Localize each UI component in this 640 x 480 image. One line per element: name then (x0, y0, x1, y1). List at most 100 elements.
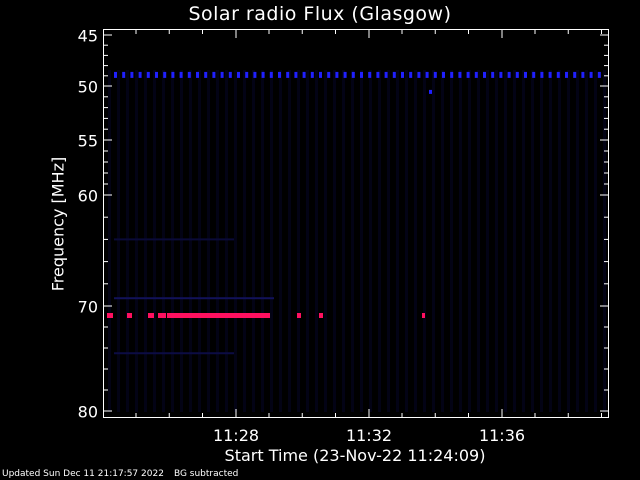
dotted-band-point (327, 71, 331, 78)
dotted-band-point (155, 71, 158, 78)
x-tick-label-1128: 11:28 (212, 426, 260, 445)
background-stripe (180, 70, 183, 412)
background-stripe (504, 70, 507, 412)
dotted-band-point (179, 71, 183, 78)
background-stripe (522, 70, 525, 412)
background-stripe (387, 70, 390, 412)
dotted-band-point (392, 71, 396, 78)
dotted-band-point (466, 71, 470, 78)
dotted-band-point (138, 71, 142, 78)
dotted-band-point (368, 71, 372, 78)
dotted-band-point (310, 71, 314, 78)
background-stripe (225, 70, 228, 412)
background-stripe (162, 70, 165, 412)
y-tick-label-80: 80 (77, 402, 98, 422)
background-stripe (351, 70, 354, 412)
background-stripe (198, 70, 201, 412)
x-tick-label-1136: 11:36 (478, 426, 526, 445)
background-stripe (441, 70, 444, 412)
background-stripe (297, 70, 300, 412)
dotted-band-point (163, 71, 167, 78)
dotted-band-point (507, 71, 511, 78)
dotted-band-point (171, 71, 175, 78)
updated-timestamp: Updated Sun Dec 11 21:17:57 2022 (2, 469, 164, 479)
bright-band-segment (319, 313, 323, 318)
background-stripe (432, 70, 435, 412)
dotted-band-point (196, 71, 199, 78)
background-stripe (531, 70, 534, 412)
background-stripe (378, 70, 381, 412)
background-stripe (414, 70, 417, 412)
background-stripe (270, 70, 273, 412)
x-tick-label-1132: 11:32 (345, 426, 393, 445)
y-tick-label-60: 60 (77, 186, 98, 206)
y-tick-label-70: 70 (77, 297, 98, 317)
faint-band (114, 238, 234, 241)
background-stripe (459, 70, 462, 412)
dotted-band-point (376, 71, 380, 78)
background-stripe (576, 70, 579, 412)
background-stripe (261, 70, 264, 412)
dotted-band-point (360, 71, 363, 78)
faint-band (114, 352, 234, 355)
x-axis-label: Start Time (23-Nov-22 11:24:09) (224, 446, 486, 465)
background-stripe (360, 70, 363, 412)
dotted-band-point (540, 71, 544, 78)
bg-subtracted-note: BG subtracted (173, 469, 239, 479)
dotted-band-point (474, 71, 478, 78)
dotted-band-point (401, 71, 404, 78)
dotted-band-point (269, 71, 273, 78)
background-stripe (549, 70, 552, 412)
dotted-band-point (351, 71, 355, 78)
background-stripe (108, 70, 111, 412)
background-stripe (279, 70, 282, 412)
dotted-band-point (524, 71, 527, 78)
dotted-band-point (556, 71, 560, 78)
background-stripe (189, 70, 192, 412)
dotted-band-point (278, 71, 281, 78)
dotted-band-point (442, 71, 445, 78)
background-stripe (486, 70, 489, 412)
y-tick-label-45: 45 (77, 26, 98, 46)
background-stripe (135, 70, 138, 412)
background-stripe (558, 70, 561, 412)
background-stripe (171, 70, 174, 412)
dotted-band-point (499, 71, 503, 78)
background-stripe (117, 70, 120, 412)
bright-band-segment (148, 313, 154, 318)
dotted-band-point (220, 71, 224, 78)
dotted-band-point (548, 71, 552, 78)
background-stripe (153, 70, 156, 412)
isolated-blue-point (429, 89, 432, 94)
dotted-band-point (187, 71, 191, 78)
background-stripe (324, 70, 327, 412)
dotted-band-point (532, 71, 536, 78)
bright-band-segment (107, 313, 113, 318)
dotted-band-point (433, 71, 437, 78)
background-stripe (423, 70, 426, 412)
background-stripe (126, 70, 129, 412)
dotted-band-point (294, 71, 298, 78)
dotted-band-point (261, 71, 265, 78)
background-stripe (450, 70, 453, 412)
chart-title: Solar radio Flux (Glasgow) (188, 3, 452, 25)
background-stripe (585, 70, 588, 412)
dotted-band-point (228, 71, 232, 78)
dotted-band-point (597, 71, 601, 78)
bright-band-segment (158, 313, 166, 318)
background-stripe (477, 70, 480, 412)
dotted-band-point (589, 71, 593, 78)
bright-band-segment (422, 313, 425, 318)
background-stripe (468, 70, 471, 412)
background-stripe (315, 70, 318, 412)
background-stripe (369, 70, 372, 412)
y-axis-label: Frequency [MHz] (48, 156, 68, 292)
background-stripe (288, 70, 291, 412)
dotted-band-point (122, 71, 126, 78)
background-stripe (594, 70, 597, 412)
background-stripe (243, 70, 246, 412)
dotted-band-point (425, 71, 429, 78)
dotted-band-point (409, 71, 413, 78)
dotted-band-point (319, 71, 322, 78)
